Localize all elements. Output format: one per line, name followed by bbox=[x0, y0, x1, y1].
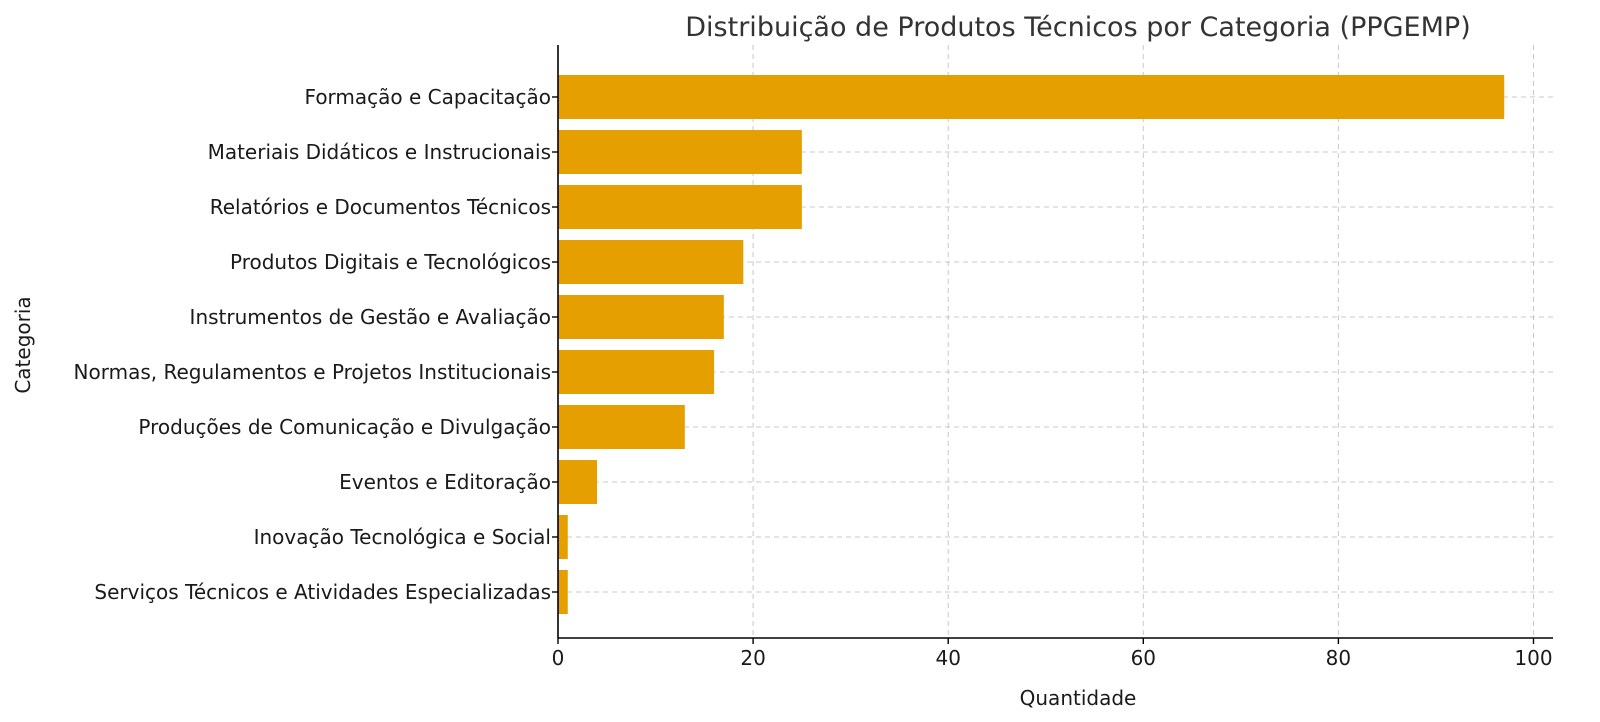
y-axis-title: Categoria bbox=[11, 296, 35, 393]
y-tick-label: Serviços Técnicos e Atividades Especiali… bbox=[94, 580, 551, 604]
x-tick-label: 0 bbox=[552, 646, 565, 670]
y-tick-label: Materiais Didáticos e Instrucionais bbox=[208, 140, 551, 164]
bar bbox=[558, 130, 802, 174]
bar bbox=[558, 570, 568, 614]
y-tick-label: Relatórios e Documentos Técnicos bbox=[210, 195, 551, 219]
y-tick-label: Produções de Comunicação e Divulgação bbox=[138, 415, 551, 439]
y-tick-label: Produtos Digitais e Tecnológicos bbox=[230, 250, 551, 274]
bars bbox=[558, 75, 1505, 614]
x-tick-label: 60 bbox=[1131, 646, 1156, 670]
axes bbox=[557, 45, 1553, 639]
y-tick-label: Inovação Tecnológica e Social bbox=[254, 525, 551, 549]
bar bbox=[558, 185, 802, 229]
x-tick-label: 100 bbox=[1514, 646, 1552, 670]
bar bbox=[558, 460, 598, 504]
bar bbox=[558, 350, 715, 394]
bar bbox=[558, 295, 724, 339]
x-axis-ticks: 0 20 40 60 80 100 bbox=[552, 638, 1553, 670]
y-tick-label: Eventos e Editoração bbox=[339, 470, 551, 494]
y-tick-label: Normas, Regulamentos e Projetos Instituc… bbox=[74, 360, 551, 384]
bar bbox=[558, 75, 1505, 119]
x-axis-title: Quantidade bbox=[1020, 686, 1137, 710]
y-tick-label: Instrumentos de Gestão e Avaliação bbox=[190, 305, 551, 329]
y-axis-ticks: Formação e Capacitação Materiais Didático… bbox=[74, 85, 558, 604]
bar bbox=[558, 405, 685, 449]
x-tick-label: 20 bbox=[740, 646, 765, 670]
y-tick-label: Formação e Capacitação bbox=[305, 85, 551, 109]
chart-title: Distribuição de Produtos Técnicos por Ca… bbox=[685, 12, 1470, 43]
bar bbox=[558, 515, 568, 559]
x-tick-label: 80 bbox=[1326, 646, 1351, 670]
x-tick-label: 40 bbox=[935, 646, 960, 670]
bar bbox=[558, 240, 744, 284]
